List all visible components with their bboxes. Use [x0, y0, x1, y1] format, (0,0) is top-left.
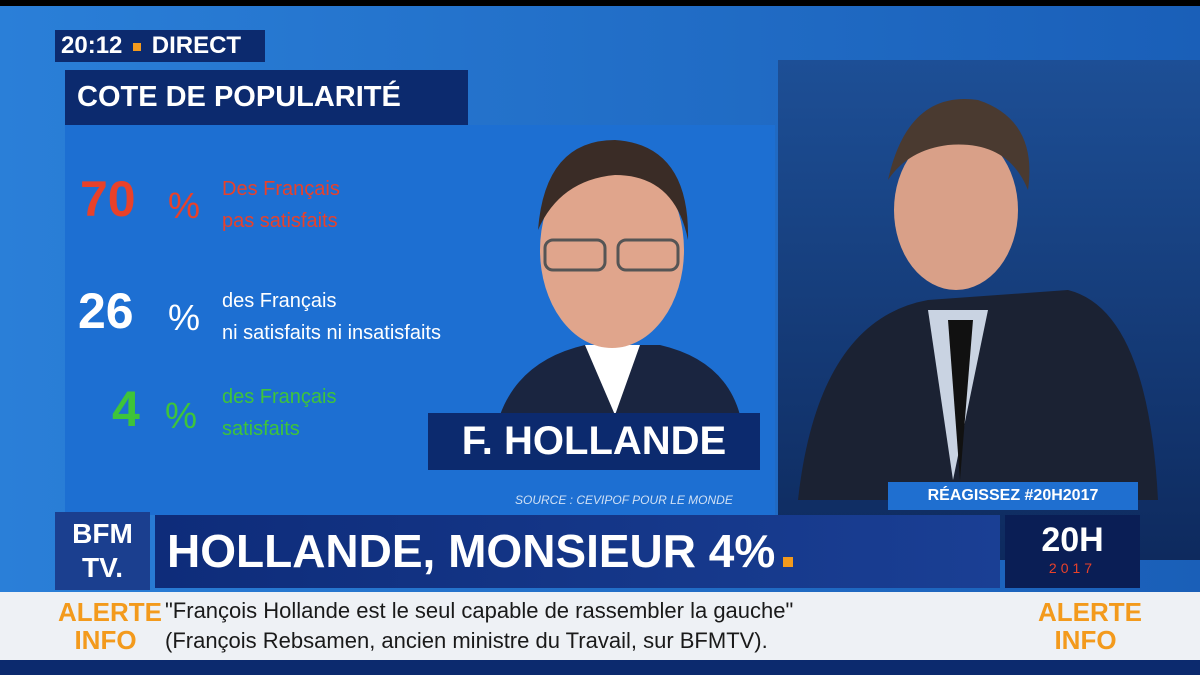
badge-line: INFO: [74, 625, 137, 655]
badge-line: ALERTE: [58, 597, 162, 627]
ticker-text: "François Hollande est le seul capable d…: [165, 596, 793, 656]
badge-line: ALERTE: [1038, 597, 1142, 627]
stat-unit: %: [168, 185, 201, 226]
show-title: 20H: [1041, 521, 1104, 559]
stat-value: 4: [112, 381, 140, 437]
stat-line: ni satisfaits ni insatisfaits: [222, 322, 441, 344]
ticker: [0, 592, 1200, 660]
stat-text: des Français satisfaits: [222, 381, 337, 445]
panel-title: COTE DE POPULARITÉ: [65, 70, 468, 125]
dot: [133, 42, 142, 51]
stat-text: Des Français pas satisfaits: [222, 173, 340, 237]
top-strip: [0, 0, 1200, 6]
headline-bar: HOLLANDE, MONSIEUR 4%: [155, 515, 1000, 588]
time-badge: 20:12 DIRECT: [55, 30, 265, 62]
logo-line: BFM: [72, 518, 133, 549]
studio-background: [778, 60, 1200, 560]
alert-badge: ALERTE INFO: [58, 597, 162, 655]
stat-value: 26: [78, 283, 134, 339]
show-logo: 20H 2017: [1005, 515, 1140, 588]
portrait: [500, 140, 740, 415]
time: 20:12: [61, 32, 123, 59]
stat-unit: %: [165, 395, 198, 436]
source: SOURCE : CEVIPOF POUR LE MONDE: [515, 493, 733, 507]
stat-text: des Français ni satisfaits ni insatisfait…: [222, 285, 441, 349]
channel-logo: BFM TV.: [55, 512, 150, 590]
bottom-strip: [0, 660, 1200, 675]
logo-line: TV.: [82, 552, 123, 583]
badge-line: INFO: [1054, 625, 1117, 655]
stat-line: satisfaits: [222, 418, 300, 440]
live-label: DIRECT: [151, 32, 242, 59]
stat-unit: %: [168, 297, 201, 338]
stat-line: Des Français: [222, 178, 340, 200]
show-year: 2017: [1048, 560, 1097, 576]
hashtag: RÉAGISSEZ #20H2017: [888, 482, 1138, 510]
stat-line: pas satisfaits: [222, 210, 338, 232]
ticker-line: (François Rebsamen, ancien ministre du T…: [165, 628, 768, 653]
headline: HOLLANDE, MONSIEUR 4%: [167, 525, 776, 577]
anchor-figure: [798, 99, 1158, 500]
stat-line: des Français: [222, 290, 337, 312]
stat-line: des Français: [222, 386, 337, 408]
dot: [783, 557, 794, 567]
person-name: F. HOLLANDE: [428, 413, 760, 470]
stat-value: 70: [80, 171, 136, 227]
alert-badge: ALERTE INFO: [1038, 597, 1142, 655]
ticker-line: "François Hollande est le seul capable d…: [165, 598, 794, 623]
